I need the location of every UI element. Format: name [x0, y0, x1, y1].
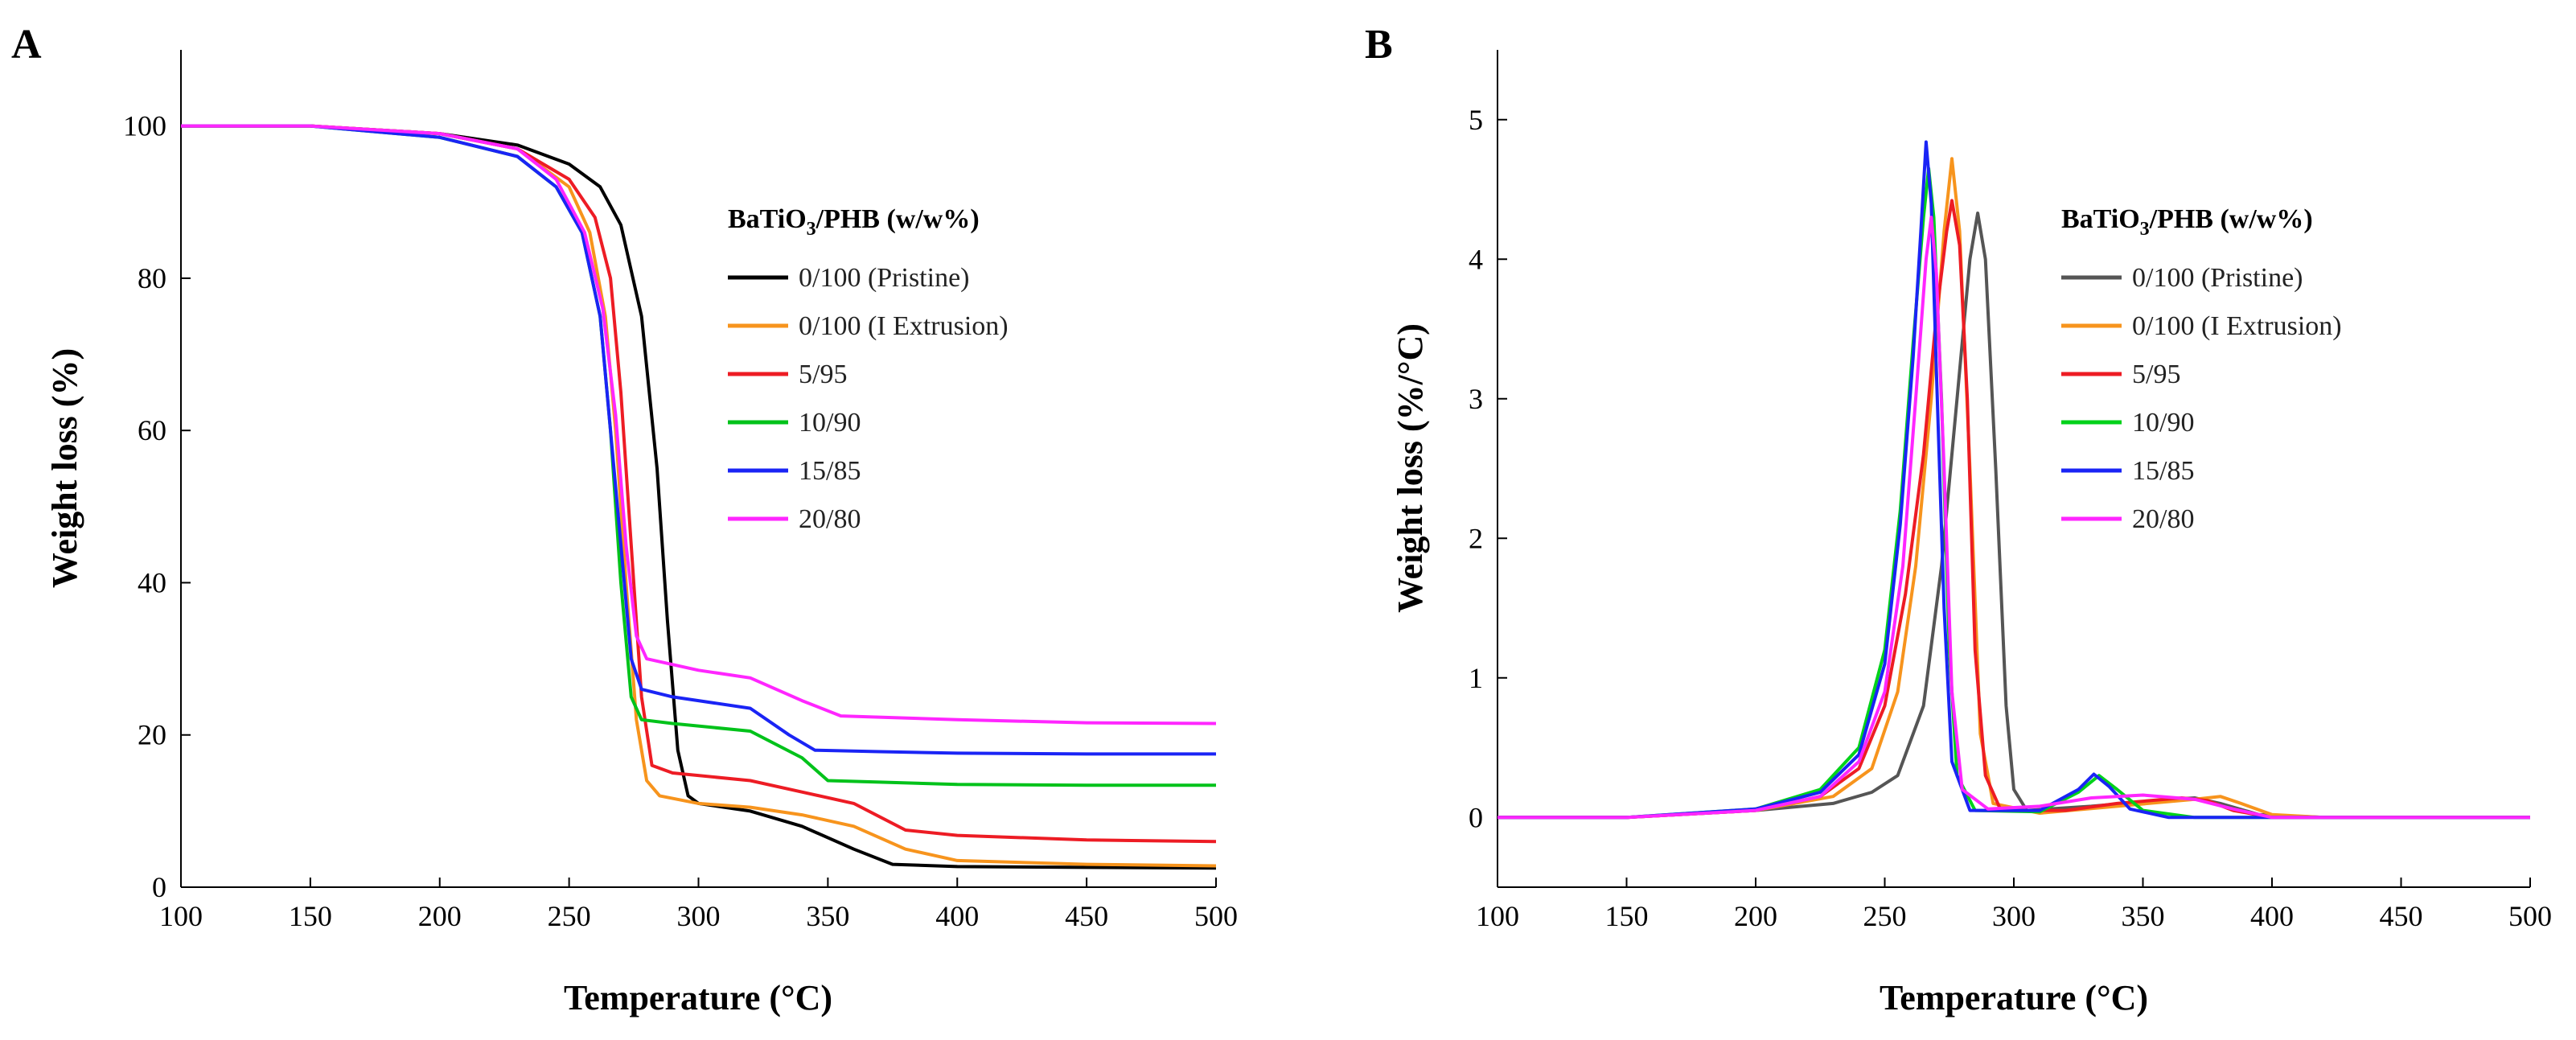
series-line-b-5 [1498, 140, 2530, 820]
x-tick-label: 200 [418, 900, 462, 932]
y-tick-label: 3 [1469, 383, 1483, 415]
chart-a: A 100 150 200 250 300 350 400 450 500 0 20 40 60 80 1… [11, 22, 1238, 1017]
x-ticks-b: 100 150 200 250 300 350 400 450 500 [1476, 878, 2552, 932]
y-tick-label: 40 [138, 566, 166, 598]
x-tick-label: 450 [1065, 900, 1108, 932]
y-tick-label: 1 [1469, 662, 1483, 694]
x-tick-label: 150 [1605, 900, 1649, 932]
legend-label-a-2: 0/100 (I Extrusion) [799, 311, 1009, 341]
legend-label-b-2: 0/100 (I Extrusion) [2132, 311, 2342, 341]
y-tick-label: 20 [138, 719, 166, 751]
x-tick-label: 450 [2380, 900, 2423, 932]
x-tick-label: 250 [548, 900, 591, 932]
x-tick-label: 500 [2508, 900, 2552, 932]
x-tick-label: 350 [2122, 900, 2165, 932]
x-tick-label: 300 [677, 900, 721, 932]
legend-b: BaTiO3/PHB (w/w%) 0/100 (Pristine) 0/100 … [2061, 204, 2342, 534]
series-line-a-1 [181, 124, 1217, 870]
series-line-a-6 [181, 124, 1217, 726]
legend-label-a-5: 15/85 [799, 456, 861, 486]
y-tick-label: 0 [1469, 801, 1483, 833]
x-axis-title-b: Temperature (°C) [1880, 978, 2148, 1017]
chart-b: B 100 150 200 250 300 350 400 450 500 0 1 2 3 4 5 Tem… [1365, 22, 2552, 1017]
legend-label-a-6: 20/80 [799, 504, 861, 534]
x-axis-title-a: Temperature (°C) [564, 978, 832, 1017]
legend-title-a: BaTiO3/PHB (w/w%) [728, 204, 980, 240]
panel-label-a: A [11, 22, 42, 68]
y-tick-label: 100 [123, 110, 166, 142]
x-tick-label: 400 [935, 900, 979, 932]
x-tick-label: 250 [1863, 900, 1907, 932]
x-tick-label: 350 [806, 900, 849, 932]
y-tick-label: 2 [1469, 522, 1483, 554]
y-tick-label: 80 [138, 262, 166, 294]
y-ticks-a: 0 20 40 60 80 100 [123, 110, 191, 903]
panel-label-b: B [1365, 22, 1393, 68]
y-axis-title-a: Weight loss (%) [45, 348, 84, 588]
y-tick-label: 5 [1469, 104, 1483, 136]
legend-label-b-3: 5/95 [2132, 360, 2180, 389]
x-tick-label: 100 [1476, 900, 1519, 932]
x-tick-label: 500 [1194, 900, 1238, 932]
y-tick-label: 60 [138, 414, 166, 446]
legend-label-a-1: 0/100 (Pristine) [799, 263, 969, 293]
legend-label-b-1: 0/100 (Pristine) [2132, 263, 2303, 293]
series-line-b-6 [1498, 216, 2530, 820]
x-tick-label: 300 [1992, 900, 2036, 932]
legend-label-a-3: 5/95 [799, 360, 847, 389]
series-line-a-5 [181, 124, 1216, 756]
x-tick-label: 200 [1734, 900, 1777, 932]
x-tick-label: 100 [159, 900, 203, 932]
legend-label-a-4: 10/90 [799, 408, 861, 438]
x-ticks-a: 100 150 200 250 300 350 400 450 500 [159, 878, 1238, 932]
x-tick-label: 400 [2250, 900, 2294, 932]
y-axis-title-b: Weight loss (%/°C) [1391, 323, 1430, 613]
legend-title-b: BaTiO3/PHB (w/w%) [2061, 204, 2313, 240]
legend-label-b-4: 10/90 [2132, 408, 2194, 438]
legend-a: BaTiO3/PHB (w/w%) 0/100 (Pristine) 0/100 … [728, 204, 1009, 534]
y-tick-label: 0 [152, 871, 166, 903]
y-tick-label: 4 [1469, 243, 1483, 275]
x-tick-label: 150 [289, 900, 332, 932]
series-group-b [1498, 140, 2530, 820]
legend-label-b-6: 20/80 [2132, 504, 2194, 534]
series-group-a [181, 124, 1217, 870]
y-ticks-b: 0 1 2 3 4 5 [1469, 104, 1507, 833]
legend-label-b-5: 15/85 [2132, 456, 2194, 486]
